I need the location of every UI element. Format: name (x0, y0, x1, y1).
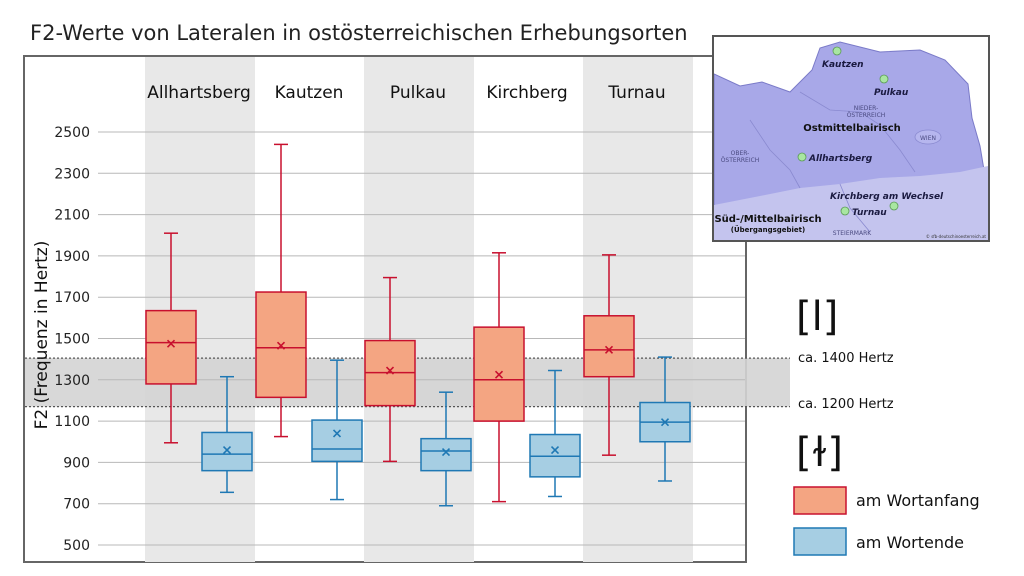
band-lower-label: ca. 1200 Hertz (798, 397, 894, 412)
map-dot-kirchberg (889, 201, 899, 211)
map-dot-allhartsberg (797, 152, 807, 162)
y-axis-label: F2 (Frequenz in Hertz) (32, 241, 52, 430)
category-shade-2 (583, 57, 693, 562)
map-label-kirchberg: Kirchberg am Wechsel (830, 192, 944, 202)
map-border-line (799, 91, 916, 173)
phoneme-upper: [l] (796, 294, 838, 340)
box-am-wortanfang-kirchberg (473, 252, 525, 503)
map-region-ober: OBER- (731, 150, 750, 157)
mean-marker-b (385, 366, 395, 375)
map-region-nieder: NIEDER- (854, 105, 879, 112)
map-dialect-sub: (Übergangsgebiet) (731, 225, 805, 234)
box-am-wortende-kautzen (311, 359, 363, 501)
y-tick-700: 700 (63, 497, 90, 513)
gridlines (98, 131, 745, 546)
y-tick-1300: 1300 (54, 373, 90, 389)
box-am-wortende-turnau (639, 356, 691, 482)
y-tick-labels: 500 700 900 1100 1300 1500 1700 1900 2100 2300 250… (54, 125, 90, 554)
mean-marker-b (276, 341, 286, 350)
box-am-wortanfang-kautzen (255, 143, 307, 438)
map-border-line-south (839, 183, 871, 233)
map-dot-kautzen (832, 46, 842, 56)
category-label-kirchberg: Kirchberg (486, 83, 567, 103)
legend-swatch-wortanfang (793, 486, 847, 515)
map-label-allhartsberg: Allhartsberg (808, 154, 873, 164)
category-shading (145, 57, 693, 562)
y-tick-1900: 1900 (54, 249, 90, 265)
map-dot-turnau (840, 206, 850, 216)
map-label-turnau: Turnau (852, 208, 887, 218)
category-label-pulkau: Pulkau (390, 83, 446, 103)
map-credit: © sfb-deutschinoesterreich.at (926, 234, 986, 239)
box-iqr (201, 431, 253, 472)
legend-label-wortende: am Wortende (856, 533, 964, 552)
legend: am Wortanfang am Wortende (793, 486, 980, 556)
phoneme-lower: [ɫ] (796, 430, 843, 476)
box-am-wortende-kirchberg (529, 369, 581, 498)
y-tick-2100: 2100 (54, 208, 90, 224)
category-label-turnau: Turnau (607, 83, 665, 103)
y-tick-2500: 2500 (54, 125, 90, 141)
map-label-pulkau: Pulkau (874, 88, 909, 98)
map-vienna-area (914, 129, 942, 145)
map-region-steiermark: STEIERMARK (833, 230, 872, 237)
box-iqr (145, 309, 197, 385)
category-label-allhartsberg: Allhartsberg (147, 83, 251, 103)
map-border-line-west (749, 119, 801, 189)
box-am-wortanfang-allhartsberg (145, 232, 197, 444)
box-am-wortende-pulkau (420, 391, 472, 507)
mean-marker-b (660, 418, 670, 427)
map-region-ober-2: ÖSTERREICH (721, 157, 760, 164)
box-iqr (311, 419, 363, 463)
box-am-wortende-allhartsberg (201, 375, 253, 494)
category-shade-1 (364, 57, 474, 562)
map-region-nieder-2: ÖSTERREICH (847, 112, 886, 119)
box-plots (145, 143, 691, 507)
map-dialect-sued: Süd-/Mittelbairisch (714, 214, 821, 225)
y-tick-500: 500 (63, 538, 90, 554)
box-iqr (420, 437, 472, 472)
category-labels: Allhartsberg Kautzen Pulkau Kirchberg Turnau (147, 83, 665, 103)
mean-marker-b (332, 429, 342, 438)
map-label-kautzen: Kautzen (822, 60, 864, 70)
y-tick-900: 900 (63, 455, 90, 471)
chart-title: F2-Werte von Lateralen in ostösterreichi… (30, 21, 688, 45)
y-tick-2300: 2300 (54, 166, 90, 182)
inset-map: Kautzen Pulkau Allhartsberg Kirchberg am… (712, 35, 990, 242)
mean-marker-b (441, 448, 451, 457)
map-south-area (714, 166, 988, 240)
map-dot-pulkau (879, 74, 889, 84)
mean-marker-b (604, 345, 614, 354)
mean-marker-b (550, 445, 560, 455)
y-tick-1500: 1500 (54, 332, 90, 348)
legend-swatch-wortende (793, 527, 847, 556)
map-dialect-ost: Ostmittelbairisch (803, 123, 901, 134)
category-shade-0 (145, 57, 255, 562)
mean-marker-b (166, 339, 176, 348)
category-label-kautzen: Kautzen (275, 83, 344, 103)
map-region-wien: WIEN (920, 135, 936, 142)
y-tick-1700: 1700 (54, 290, 90, 306)
mean-marker-b (222, 445, 232, 455)
box-iqr (583, 315, 635, 378)
y-tick-1100: 1100 (54, 414, 90, 430)
legend-label-wortanfang: am Wortanfang (856, 491, 980, 510)
box-am-wortanfang-turnau (583, 254, 635, 456)
mean-marker-b (494, 370, 504, 379)
box-am-wortanfang-pulkau (364, 276, 416, 463)
band-upper-label: ca. 1400 Hertz (798, 351, 894, 366)
